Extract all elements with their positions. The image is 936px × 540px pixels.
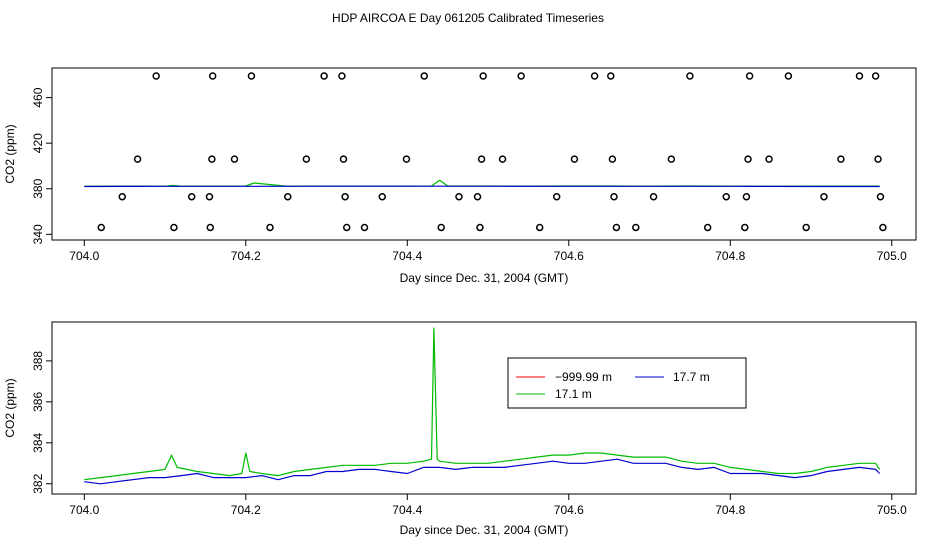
- data-point: [802, 223, 810, 232]
- data-point: [632, 223, 640, 232]
- data-point: [820, 192, 828, 201]
- data-point: [607, 72, 615, 80]
- data-point: [784, 72, 793, 80]
- bottom-y-axis-label: CO2 (ppm): [3, 378, 17, 437]
- data-point: [338, 72, 346, 80]
- data-point: [230, 155, 239, 163]
- data-point: [208, 155, 216, 163]
- top-panel-frame: [51, 67, 917, 241]
- data-point: [342, 223, 351, 232]
- data-point: [339, 155, 348, 163]
- data-point: [341, 192, 349, 201]
- top-x-axis-label: Day since Dec. 31, 2004 (GMT): [400, 271, 569, 285]
- x-tick-label: 704.4: [392, 249, 422, 263]
- data-point: [686, 72, 694, 80]
- legend-label-series-3: 17.1 m: [555, 387, 592, 401]
- data-point: [320, 72, 328, 80]
- data-point: [570, 155, 579, 163]
- legend: −999.99 m 17.7 m 17.1 m: [507, 357, 747, 409]
- data-point: [871, 72, 880, 80]
- data-point: [479, 72, 487, 80]
- data-point: [879, 223, 887, 232]
- data-point: [667, 155, 676, 163]
- data-point: [118, 192, 127, 201]
- data-point: [517, 72, 525, 80]
- page-title: HDP AIRCOA E Day 061205 Calibrated Times…: [332, 11, 604, 25]
- data-point: [855, 72, 864, 80]
- x-tick-label: 704.4: [392, 503, 422, 517]
- bottom-x-axis-label: Day since Dec. 31, 2004 (GMT): [400, 523, 569, 537]
- data-point: [741, 223, 749, 232]
- y-tick-label: 382: [31, 473, 45, 493]
- x-tick-label: 704.6: [554, 503, 584, 517]
- data-point: [302, 155, 311, 163]
- data-point: [97, 223, 106, 232]
- x-tick-label: 704.8: [715, 249, 745, 263]
- top-panel: Day since Dec. 31, 2004 (GMT) CO2 (ppm) …: [3, 67, 917, 285]
- data-point: [360, 223, 369, 232]
- legend-box: [507, 357, 747, 409]
- y-tick-label: 386: [31, 392, 45, 412]
- series-line-blue: [84, 458, 881, 485]
- data-point: [612, 223, 621, 232]
- data-point: [437, 223, 445, 232]
- data-point: [744, 155, 752, 163]
- data-point: [455, 192, 463, 201]
- legend-label-series-1: −999.99 m: [555, 370, 612, 384]
- bottom-panel-frame: [51, 321, 917, 495]
- series-line-green: [84, 179, 880, 187]
- data-point: [187, 192, 196, 201]
- x-tick-label: 704.0: [69, 249, 99, 263]
- x-tick-label: 705.0: [877, 249, 907, 263]
- data-point: [206, 223, 215, 232]
- x-tick-label: 704.6: [554, 249, 584, 263]
- x-tick-label: 704.2: [231, 503, 261, 517]
- data-point: [703, 223, 712, 232]
- top-y-axis-label: CO2 (ppm): [3, 124, 17, 183]
- data-point: [552, 192, 561, 201]
- data-point: [473, 192, 482, 201]
- y-tick-label: 384: [31, 432, 45, 452]
- data-point: [608, 155, 617, 163]
- data-point: [610, 192, 618, 201]
- x-tick-label: 704.8: [715, 503, 745, 517]
- data-point: [476, 223, 484, 232]
- x-tick-label: 704.0: [69, 503, 99, 517]
- data-point: [284, 192, 292, 201]
- data-point: [590, 72, 599, 80]
- data-point: [876, 192, 885, 201]
- data-point: [378, 192, 387, 201]
- data-point: [247, 72, 256, 80]
- legend-label-series-2: 17.7 m: [673, 370, 710, 384]
- data-point: [722, 192, 730, 201]
- data-point: [837, 155, 845, 163]
- data-point: [205, 192, 214, 201]
- data-point: [874, 155, 882, 163]
- data-point: [742, 192, 751, 201]
- data-point: [420, 72, 428, 80]
- y-tick-label: 380: [31, 178, 45, 198]
- data-point: [133, 155, 142, 163]
- data-point: [745, 72, 754, 80]
- y-tick-label: 340: [31, 224, 45, 244]
- x-tick-label: 704.2: [231, 249, 261, 263]
- data-point: [208, 72, 217, 80]
- y-tick-label: 460: [31, 87, 45, 107]
- data-point: [498, 155, 507, 163]
- data-point: [152, 72, 160, 80]
- data-point: [765, 155, 773, 163]
- series-line-green: [84, 327, 881, 481]
- data-point: [477, 155, 486, 163]
- data-point: [402, 155, 411, 163]
- data-point: [170, 223, 178, 232]
- data-point: [649, 192, 658, 201]
- y-tick-label: 420: [31, 133, 45, 153]
- y-tick-label: 388: [31, 351, 45, 371]
- bottom-panel: Day since Dec. 31, 2004 (GMT) CO2 (ppm) …: [3, 321, 917, 537]
- data-point: [535, 223, 544, 232]
- data-point: [266, 223, 274, 232]
- x-tick-label: 705.0: [877, 503, 907, 517]
